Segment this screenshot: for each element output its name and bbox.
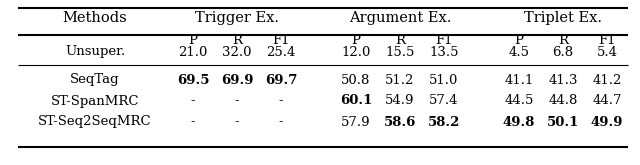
- Text: R: R: [558, 33, 568, 47]
- Text: 58.6: 58.6: [384, 115, 416, 129]
- Text: 6.8: 6.8: [552, 46, 573, 59]
- Text: R: R: [232, 33, 242, 47]
- Text: -: -: [191, 95, 195, 108]
- Text: 25.4: 25.4: [266, 46, 296, 59]
- Text: P: P: [515, 33, 524, 47]
- Text: 41.2: 41.2: [592, 73, 621, 86]
- Text: -: -: [278, 95, 284, 108]
- Text: 41.1: 41.1: [504, 73, 534, 86]
- Text: 21.0: 21.0: [179, 46, 208, 59]
- Text: 49.9: 49.9: [591, 115, 623, 129]
- Text: 51.2: 51.2: [385, 73, 415, 86]
- Text: 44.5: 44.5: [504, 95, 534, 108]
- Text: P: P: [189, 33, 198, 47]
- Text: -: -: [235, 115, 239, 129]
- Text: R: R: [395, 33, 405, 47]
- Text: F1: F1: [435, 33, 452, 47]
- Text: 60.1: 60.1: [340, 95, 372, 108]
- Text: 57.9: 57.9: [341, 115, 371, 129]
- Text: F1: F1: [272, 33, 290, 47]
- Text: SeqTag: SeqTag: [70, 73, 120, 86]
- Text: 32.0: 32.0: [222, 46, 252, 59]
- Text: 69.9: 69.9: [221, 73, 253, 86]
- Text: 50.1: 50.1: [547, 115, 579, 129]
- Text: -: -: [191, 115, 195, 129]
- Text: ST-SpanMRC: ST-SpanMRC: [51, 95, 140, 108]
- Text: 41.3: 41.3: [548, 73, 578, 86]
- Text: 5.4: 5.4: [596, 46, 618, 59]
- Text: Argument Ex.: Argument Ex.: [349, 11, 451, 25]
- Text: 58.2: 58.2: [428, 115, 460, 129]
- Text: 54.9: 54.9: [385, 95, 415, 108]
- Text: -: -: [235, 95, 239, 108]
- Text: 69.5: 69.5: [177, 73, 209, 86]
- Text: 12.0: 12.0: [341, 46, 371, 59]
- Text: Trigger Ex.: Trigger Ex.: [195, 11, 279, 25]
- Text: 44.7: 44.7: [592, 95, 621, 108]
- Text: P: P: [351, 33, 360, 47]
- Text: 51.0: 51.0: [429, 73, 459, 86]
- Text: F1: F1: [598, 33, 616, 47]
- Text: 15.5: 15.5: [385, 46, 415, 59]
- Text: 50.8: 50.8: [341, 73, 371, 86]
- Text: 57.4: 57.4: [429, 95, 459, 108]
- Text: 13.5: 13.5: [429, 46, 459, 59]
- Text: Unsuper.: Unsuper.: [65, 46, 125, 59]
- Text: 44.8: 44.8: [548, 95, 578, 108]
- Text: -: -: [278, 115, 284, 129]
- Text: Triplet Ex.: Triplet Ex.: [524, 11, 602, 25]
- Text: Methods: Methods: [63, 11, 127, 25]
- Text: 4.5: 4.5: [509, 46, 529, 59]
- Text: ST-Seq2SeqMRC: ST-Seq2SeqMRC: [38, 115, 152, 129]
- Text: 69.7: 69.7: [265, 73, 297, 86]
- Text: 49.8: 49.8: [503, 115, 535, 129]
